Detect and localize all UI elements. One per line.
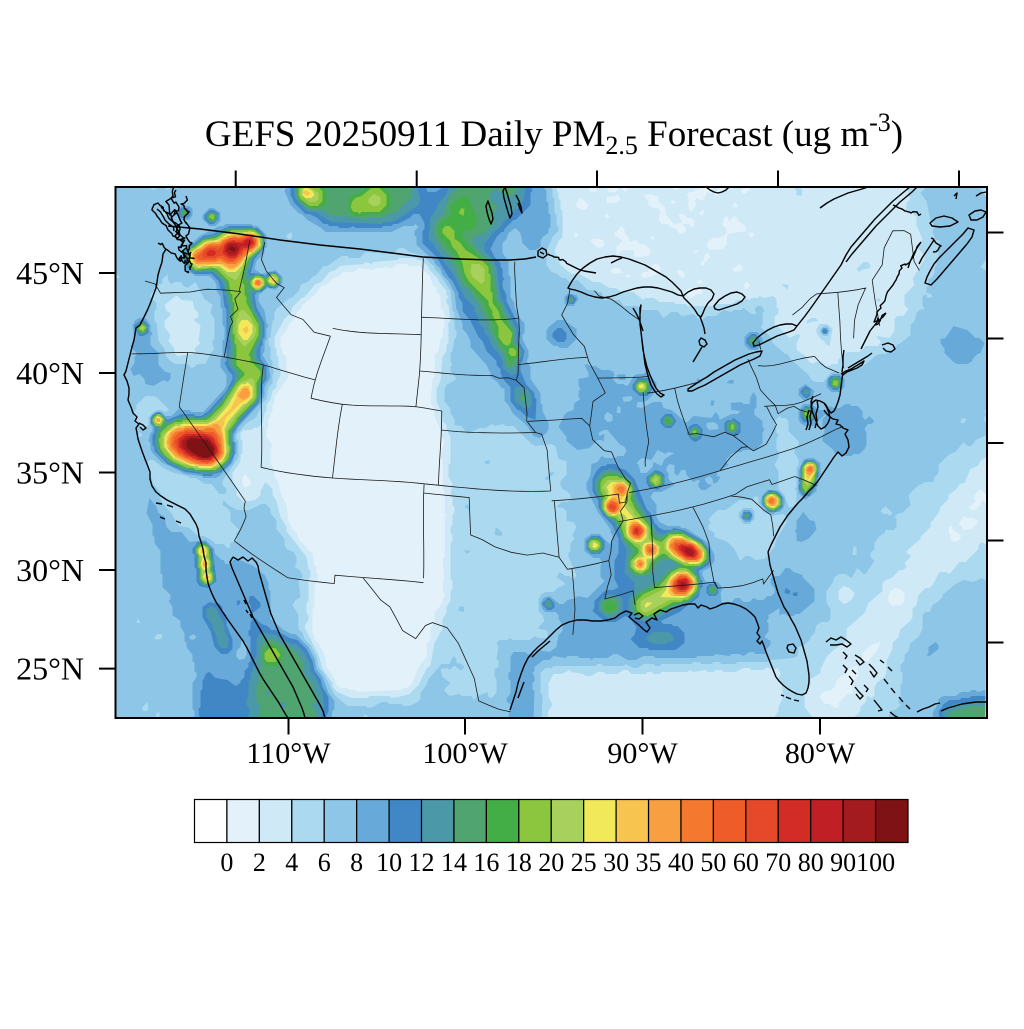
svg-text:20: 20 xyxy=(538,848,564,877)
svg-text:100°W: 100°W xyxy=(422,737,508,770)
svg-text:30°N: 30°N xyxy=(16,552,84,588)
svg-text:40: 40 xyxy=(668,848,694,877)
svg-text:90: 90 xyxy=(830,848,856,877)
svg-text:45°N: 45°N xyxy=(16,255,84,291)
svg-text:4: 4 xyxy=(285,848,298,877)
svg-text:60: 60 xyxy=(733,848,759,877)
svg-text:30: 30 xyxy=(603,848,629,877)
svg-text:8: 8 xyxy=(350,848,363,877)
svg-text:25°N: 25°N xyxy=(16,651,84,687)
svg-text:12: 12 xyxy=(409,848,435,877)
svg-text:50: 50 xyxy=(700,848,726,877)
svg-text:40°N: 40°N xyxy=(16,355,84,391)
svg-text:GEFS 20250911 Daily PM2.5 Fore: GEFS 20250911 Daily PM2.5 Forecast (ug m… xyxy=(205,108,903,160)
svg-text:10: 10 xyxy=(376,848,402,877)
svg-text:25: 25 xyxy=(571,848,597,877)
svg-text:18: 18 xyxy=(506,848,532,877)
svg-text:100: 100 xyxy=(856,848,895,877)
svg-text:6: 6 xyxy=(318,848,331,877)
svg-text:16: 16 xyxy=(473,848,499,877)
svg-text:35°N: 35°N xyxy=(16,455,84,491)
svg-text:90°W: 90°W xyxy=(607,737,678,770)
svg-text:2: 2 xyxy=(253,848,266,877)
svg-text:80: 80 xyxy=(798,848,824,877)
svg-text:110°W: 110°W xyxy=(246,737,331,770)
svg-text:70: 70 xyxy=(765,848,791,877)
svg-text:80°W: 80°W xyxy=(785,737,856,770)
svg-text:35: 35 xyxy=(636,848,662,877)
svg-text:0: 0 xyxy=(220,848,233,877)
svg-text:14: 14 xyxy=(441,848,467,877)
